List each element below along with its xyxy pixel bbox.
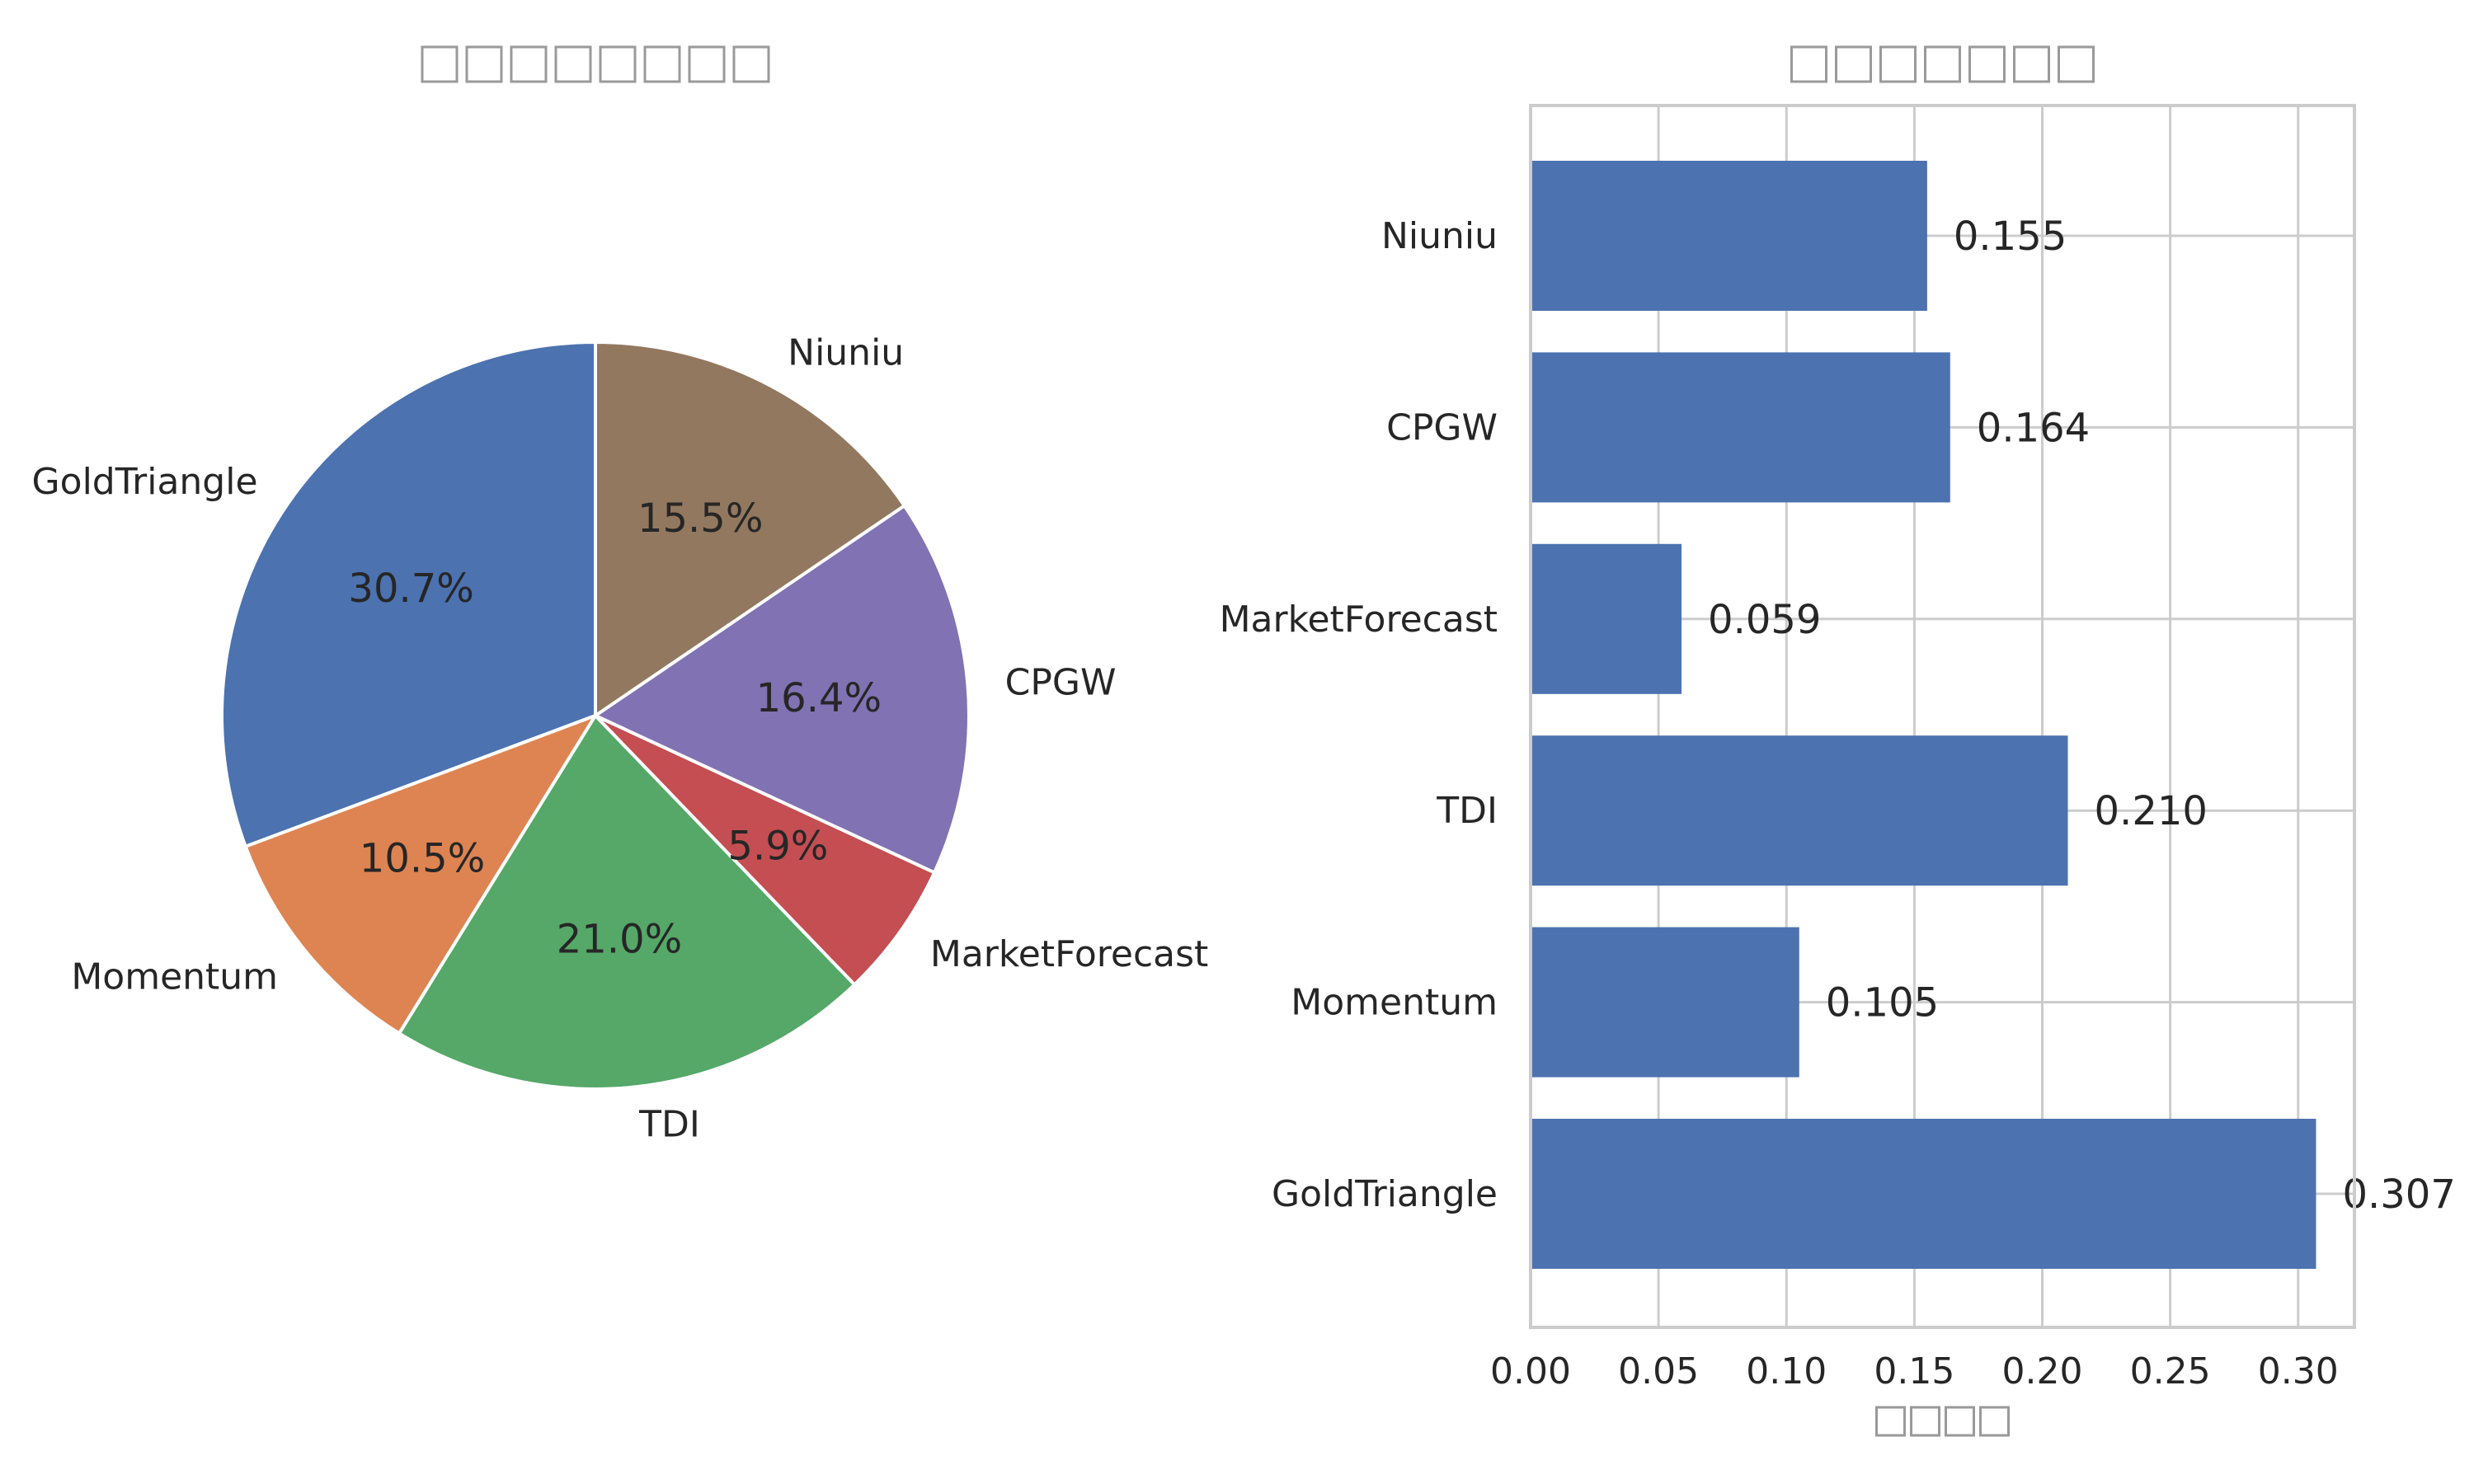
x-tick-label: 0.30	[2258, 1350, 2339, 1392]
pie-title-glyph	[554, 45, 592, 83]
bar-x-axis-label: □□□□	[1875, 1396, 2010, 1437]
bar-title-glyph	[1835, 45, 1872, 83]
bar-xlabel-glyph	[1910, 1406, 1940, 1437]
bar-Niuniu	[1531, 161, 1927, 311]
pie-category-label: CPGW	[1005, 661, 1117, 703]
pie-slices	[220, 340, 971, 1091]
pie-percent-label: 10.5%	[360, 836, 485, 882]
pie-category-label: MarketForecast	[930, 933, 1208, 975]
bar-title-glyph	[1790, 45, 1827, 83]
bar-value-label: 0.307	[2342, 1172, 2455, 1218]
y-tick-label: MarketForecast	[1220, 599, 1498, 641]
bar-chart-title: □□□□□□□	[1790, 32, 2095, 83]
pie-percent-label: 21.0%	[557, 916, 682, 962]
pie-title-text: □□□□□□□□	[464, 32, 726, 73]
bar-Momentum	[1531, 927, 1799, 1078]
bar-value-label: 0.164	[1977, 405, 2090, 451]
pie-chart-title: □□□□□□□□	[421, 32, 770, 83]
bar-GoldTriangle	[1531, 1119, 2316, 1269]
bar-title-glyph	[1968, 45, 2006, 83]
pie-slice-Niuniu	[594, 340, 907, 719]
x-tick-label: 0.00	[1490, 1350, 1571, 1392]
bar-MarketForecast	[1531, 543, 1682, 694]
pie-category-label: TDI	[638, 1103, 700, 1145]
bar-x-tick-labels: 0.00 0.05 0.10 0.15 0.20 0.25 0.30	[1490, 1350, 2339, 1392]
x-tick-label: 0.15	[1874, 1350, 1954, 1392]
bar-value-label: 0.105	[1826, 980, 1939, 1026]
bar-title-glyph	[1879, 45, 1917, 83]
x-tick-label: 0.10	[1746, 1350, 1827, 1392]
bar-chart-bars	[1531, 161, 2316, 1269]
y-tick-label: CPGW	[1386, 406, 1498, 448]
pie-title: □□□□□□□□	[421, 32, 770, 83]
pie-title-glyph	[599, 45, 637, 83]
bar-xlabel-text: □□□□	[1889, 1396, 1996, 1429]
bar-value-labels: 0.307 0.105 0.210 0.059 0.164 0.155	[1708, 214, 2456, 1218]
pie-title-glyph	[732, 45, 770, 83]
bar-value-label: 0.155	[1954, 214, 2067, 260]
bar-value-label: 0.059	[1708, 597, 1821, 643]
pie-percent-label: 15.5%	[637, 495, 763, 542]
pie-slice-Momentum	[243, 712, 600, 1036]
bar-xlabel: □□□□	[1875, 1396, 2010, 1437]
pie-percent-label: 16.4%	[756, 675, 882, 721]
bar-title: □□□□□□□	[1790, 32, 2095, 83]
bar-xlabel-glyph	[1945, 1406, 1975, 1437]
bar-xlabel-glyph	[1979, 1406, 2010, 1437]
pie-chart: □□□□□□□□ GoldTriangle Momentum TDI MarketFo…	[32, 32, 1209, 1146]
bar-title-glyph	[1924, 45, 1961, 83]
y-tick-label: GoldTriangle	[1272, 1173, 1498, 1215]
bar-title-glyph	[2013, 45, 2050, 83]
bar-chart: □□□□□□□ 0.307 0.105 0.210 0.059 0.164 0.155 G…	[1220, 32, 2456, 1437]
pie-category-label: GoldTriangle	[32, 461, 258, 503]
pie-slice-CPGW	[591, 503, 971, 875]
bar-category-tick-labels: GoldTriangle Momentum TDI MarketForecast CPG…	[1220, 215, 1498, 1215]
pie-title-glyph	[688, 45, 726, 83]
pie-percent-labels: 30.7% 10.5% 21.0% 5.9% 16.4% 15.5%	[348, 495, 882, 962]
bar-value-label: 0.210	[2095, 788, 2208, 834]
pie-category-label: Momentum	[71, 956, 278, 998]
pie-percent-label: 5.9%	[727, 824, 828, 870]
y-tick-label: Momentum	[1291, 982, 1498, 1024]
bar-TDI	[1531, 735, 2068, 886]
x-tick-label: 0.20	[2002, 1350, 2083, 1392]
pie-category-labels: GoldTriangle Momentum TDI MarketForecast CPG…	[32, 332, 1209, 1146]
y-tick-label: TDI	[1436, 790, 1498, 832]
pie-category-label: Niuniu	[788, 332, 904, 374]
pie-title-glyph	[643, 45, 681, 83]
bar-plot-frame	[1529, 104, 2356, 1329]
y-tick-label: Niuniu	[1381, 215, 1498, 257]
bar-title-text: □□□□□□□	[1828, 32, 2058, 73]
pie-title-glyph	[510, 45, 548, 83]
bar-title-glyph	[2058, 45, 2095, 83]
bar-xlabel-glyph	[1875, 1406, 1906, 1437]
pie-slice-TDI	[397, 712, 858, 1091]
pie-title-glyph	[421, 45, 459, 83]
x-tick-label: 0.25	[2130, 1350, 2211, 1392]
x-tick-label: 0.05	[1618, 1350, 1699, 1392]
pie-title-glyph	[465, 45, 503, 83]
bar-CPGW	[1531, 352, 1950, 503]
pie-percent-label: 30.7%	[348, 566, 473, 612]
pie-slice-GoldTriangle	[220, 340, 597, 849]
pie-slice-MarketForecast	[594, 714, 937, 988]
